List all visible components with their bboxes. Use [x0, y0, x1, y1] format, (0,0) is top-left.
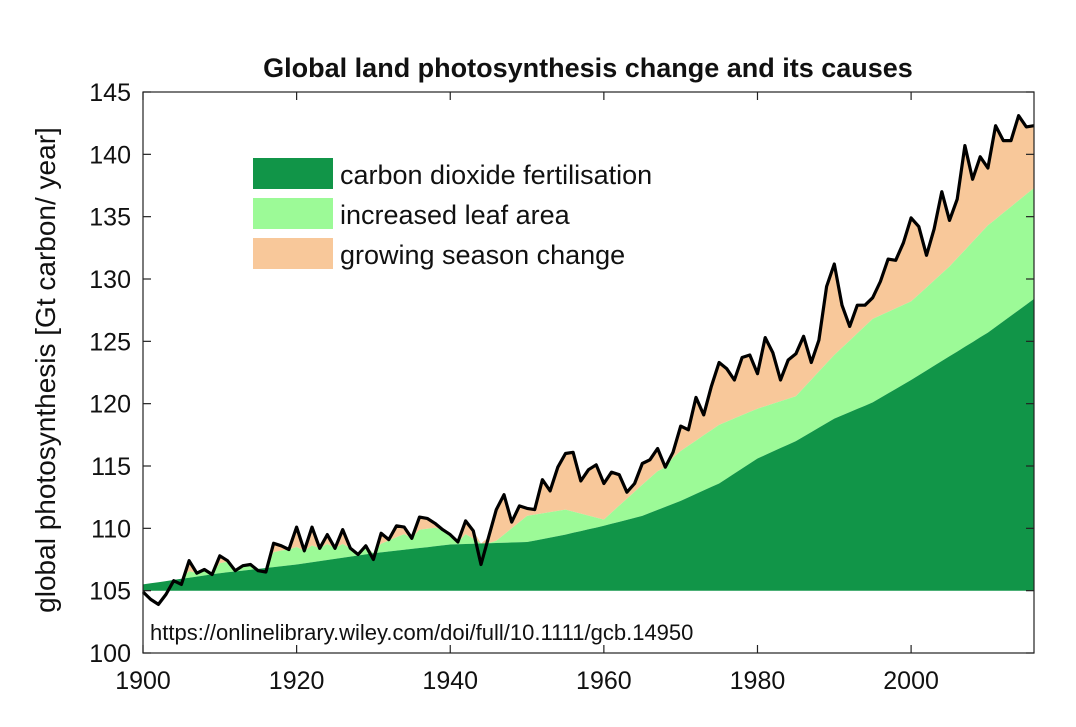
y-tick-label: 110	[91, 515, 131, 543]
y-tick-label: 125	[89, 328, 131, 356]
legend-swatch-co2	[253, 158, 333, 189]
y-tick-label: 140	[89, 141, 131, 169]
chart-container: Global land photosynthesis change and it…	[0, 0, 1076, 727]
x-tick-label: 2000	[883, 667, 939, 695]
legend-label-leaf: increased leaf area	[340, 200, 571, 230]
legend-swatch-leaf	[253, 198, 333, 229]
y-tick-label: 105	[89, 578, 131, 606]
x-tick-label: 1920	[269, 667, 325, 695]
source-url-annotation: https://onlinelibrary.wiley.com/doi/full…	[150, 620, 693, 645]
legend-label-season: growing season change	[340, 240, 625, 270]
x-tick-label: 1980	[730, 667, 786, 695]
x-tick-label: 1940	[422, 667, 478, 695]
legend-label-co2: carbon dioxide fertilisation	[340, 160, 652, 190]
chart-title: Global land photosynthesis change and it…	[263, 53, 913, 83]
y-tick-label: 115	[91, 453, 131, 481]
y-tick-label: 120	[89, 391, 131, 419]
x-tick-label: 1900	[115, 667, 171, 695]
legend-swatch-season	[253, 238, 333, 269]
chart-svg: Global land photosynthesis change and it…	[0, 0, 1076, 727]
y-tick-label: 135	[89, 204, 131, 232]
x-tick-label: 1960	[576, 667, 632, 695]
y-tick-label: 130	[89, 266, 131, 294]
y-axis-label: global photosynthesis [Gt carbon/ year]	[30, 127, 61, 613]
y-tick-label: 145	[89, 79, 131, 107]
y-tick-label: 100	[89, 640, 131, 668]
